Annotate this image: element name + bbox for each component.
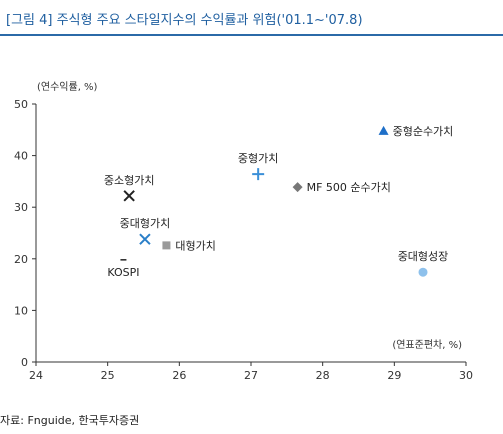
y-tick-label: 20 bbox=[14, 253, 28, 266]
x-tick-label: 25 bbox=[101, 369, 115, 382]
y-tick-label: 10 bbox=[14, 304, 28, 317]
figure-header: [그림 4] 주식형 주요 스타일지수의 수익률과 위험('01.1~'07.8… bbox=[0, 0, 503, 36]
data-point bbox=[123, 190, 135, 202]
x-marker bbox=[123, 190, 135, 202]
y-tick-label: 40 bbox=[14, 150, 28, 163]
square-marker bbox=[162, 241, 171, 250]
y-tick-label: 0 bbox=[21, 356, 28, 369]
data-point bbox=[252, 168, 265, 181]
chart-svg: 0 10 20 30 40 50 24 25 26 27 28 29 30 (연수익률, %) (연표준편차… bbox=[14, 81, 473, 382]
y-tick-label: 30 bbox=[14, 201, 28, 214]
point-label: 중형가치 bbox=[238, 152, 278, 165]
plus-marker bbox=[252, 168, 265, 181]
triangle-marker bbox=[378, 125, 389, 135]
diamond-marker bbox=[292, 182, 303, 193]
x-axis-label: (연표준편차, %) bbox=[392, 339, 462, 351]
point-label: 중형순수가치 bbox=[393, 125, 454, 138]
point-label: 중대형가치 bbox=[120, 217, 171, 230]
x-tick-label: 27 bbox=[244, 369, 258, 382]
x-marker bbox=[139, 233, 151, 245]
x-tick-label: 26 bbox=[172, 369, 186, 382]
point-label: MF 500 순수가치 bbox=[307, 181, 391, 194]
figure-source: 자료: Fnguide, 한국투자증권 bbox=[0, 414, 140, 427]
x-tick-label: 30 bbox=[459, 369, 473, 382]
point-label: KOSPI bbox=[107, 266, 139, 279]
point-label: 중대형성장 bbox=[398, 250, 449, 263]
data-point bbox=[378, 125, 389, 135]
data-point bbox=[162, 241, 171, 250]
point-label: 대형가치 bbox=[175, 239, 215, 252]
data-point bbox=[292, 182, 303, 193]
x-tick-label: 24 bbox=[29, 369, 43, 382]
y-axis-label: (연수익률, %) bbox=[37, 81, 98, 93]
figure-title: [그림 4] 주식형 주요 스타일지수의 수익률과 위험('01.1~'07.8… bbox=[6, 13, 363, 28]
circle-marker bbox=[418, 267, 428, 277]
y-tick-label: 50 bbox=[14, 98, 28, 111]
data-point bbox=[418, 267, 428, 277]
data-point bbox=[139, 233, 151, 245]
point-label: 중소형가치 bbox=[104, 174, 155, 187]
x-tick-label: 28 bbox=[316, 369, 330, 382]
scatter-chart: 0 10 20 30 40 50 24 25 26 27 28 29 30 (연수익률, %) (연표준편차… bbox=[0, 36, 503, 406]
x-tick-label: 29 bbox=[387, 369, 401, 382]
